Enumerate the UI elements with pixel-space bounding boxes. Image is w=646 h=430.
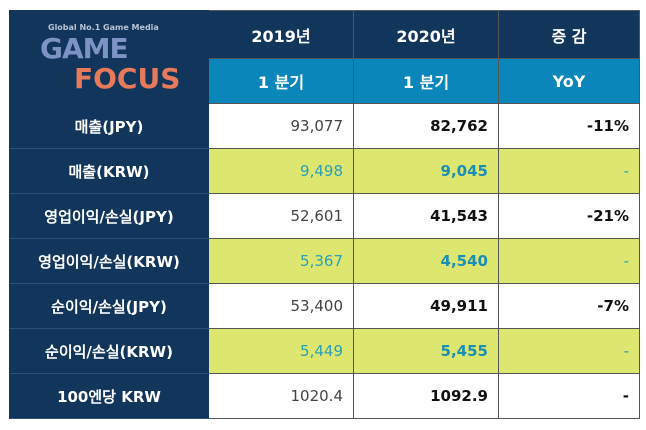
financial-table: 2019년 2020년 증 감 1 분기 1 분기 YoY 매출(JPY) 93,… [9, 10, 640, 419]
row-label: 순이익/손실(KRW) [9, 328, 209, 374]
row-label: 순이익/손실(JPY) [9, 283, 209, 329]
value-2020: 4,540 [353, 238, 499, 284]
row-label: 매출(KRW) [9, 148, 209, 194]
corner-cell [9, 10, 209, 104]
value-2019: 53,400 [208, 283, 354, 329]
table-row: 영업이익/손실(KRW) 5,367 4,540- [9, 238, 640, 284]
value-2019: 52,601 [208, 193, 354, 239]
table-row: 영업이익/손실(JPY) 52,601 41,543 -21% [9, 193, 640, 239]
table-row: 매출(KRW) 9,498 9,045- [9, 148, 640, 194]
table-row: 100엔당 KRW 1020.4 1092.9- [9, 373, 640, 419]
table-row: 순이익/손실(KRW) 5,449 5,455- [9, 328, 640, 374]
header-2020: 2020년 [353, 10, 499, 59]
value-yoy: - [498, 373, 640, 419]
row-label: 영업이익/손실(JPY) [9, 193, 209, 239]
value-2020: 82,762 [353, 103, 499, 149]
value-2020: 41,543 [353, 193, 499, 239]
value-2020: 5,455 [353, 328, 499, 374]
value-2019: 9,498 [208, 148, 354, 194]
table-row: 순이익/손실(JPY) 53,400 49,911 -7% [9, 283, 640, 329]
row-label: 100엔당 KRW [9, 373, 209, 419]
value-2019: 5,449 [208, 328, 354, 374]
value-2019: 93,077 [208, 103, 354, 149]
value-2019: 5,367 [208, 238, 354, 284]
header-yoy: YoY [498, 58, 640, 104]
row-label: 영업이익/손실(KRW) [9, 238, 209, 284]
header-change: 증 감 [498, 10, 640, 59]
value-yoy: -11% [498, 103, 640, 149]
header-2019: 2019년 [208, 10, 354, 59]
header-2020-quarter: 1 분기 [353, 58, 499, 104]
header-2019-quarter: 1 분기 [208, 58, 354, 104]
row-label: 매출(JPY) [9, 103, 209, 149]
value-yoy: -7% [498, 283, 640, 329]
value-yoy: - [498, 238, 640, 284]
value-yoy: - [498, 148, 640, 194]
value-2020: 49,911 [353, 283, 499, 329]
value-yoy: -21% [498, 193, 640, 239]
value-2020: 9,045 [353, 148, 499, 194]
table-row: 매출(JPY) 93,077 82,762 -11% [9, 103, 640, 149]
value-2019: 1020.4 [208, 373, 354, 419]
value-yoy: - [498, 328, 640, 374]
value-2020: 1092.9 [353, 373, 499, 419]
